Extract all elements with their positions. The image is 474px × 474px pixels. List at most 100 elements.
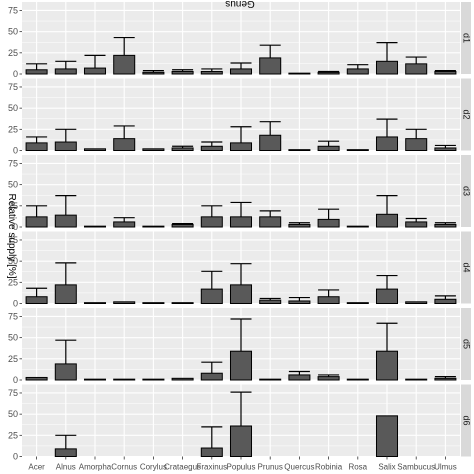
panel-d3: 0 25 50 75 d3 — [8, 155, 472, 232]
facet-strip — [461, 384, 471, 457]
x-tick-label: Ulmus — [434, 463, 457, 472]
bar-sambucus — [405, 63, 428, 75]
bar-acer — [25, 376, 48, 381]
bar-corylus — [142, 225, 165, 228]
bar-populus — [229, 68, 253, 75]
x-tick-label: Cornus — [111, 463, 137, 472]
bar-prunus — [259, 299, 282, 304]
chart-panels: 0 25 50 75 d1 0 25 50 75 d2 0 25 50 75 d3 0 25 50 75 d4 0 25 5… — [8, 2, 472, 462]
x-axis: Acer Alnus Amorpha Cornus CorylusCrataegusFr… — [28, 0, 456, 472]
bar-sambucus — [405, 221, 428, 228]
y-tick-label: 50 — [8, 103, 18, 113]
bar-salix — [375, 415, 399, 458]
bar-populus — [229, 350, 253, 381]
y-axis-title: Relative supply [%] — [6, 193, 17, 278]
x-tick-label: Amorpha — [79, 463, 112, 472]
x-tick-label: Prunus — [258, 463, 283, 472]
y-tick-label: 75 — [8, 82, 18, 92]
y-tick-label: 50 — [8, 256, 18, 266]
bar-sambucus — [405, 378, 428, 381]
bar-crataegus — [171, 377, 194, 381]
y-tick-label: 0 — [13, 452, 18, 462]
bar-robinia — [317, 71, 340, 75]
y-tick-label: 50 — [8, 333, 18, 343]
y-tick-label: 25 — [8, 124, 18, 134]
facet-strip-label: d4 — [462, 262, 472, 272]
bar-amorpha — [83, 148, 107, 151]
panel-d1: 0 25 50 75 d1 — [8, 2, 472, 79]
facet-strip — [461, 155, 471, 227]
y-tick-label: 75 — [8, 158, 18, 168]
bar-cornus — [113, 138, 136, 151]
x-tick-label: Quercus — [284, 463, 314, 472]
bar-fraxinus — [200, 372, 223, 381]
bar-populus — [229, 425, 253, 458]
bar-rosa — [346, 302, 369, 305]
bar-fraxinus — [200, 216, 223, 228]
y-tick-label: 75 — [8, 388, 18, 398]
panel-d4: 0 25 50 75 d4 — [8, 231, 472, 309]
bar-populus — [229, 284, 253, 305]
bar-prunus — [259, 57, 282, 75]
bar-alnus — [54, 68, 77, 75]
bar-amorpha — [83, 378, 107, 381]
y-tick-label: 25 — [8, 201, 18, 211]
x-tick-label: Sambucus — [397, 463, 435, 472]
x-tick-label: Salix — [378, 463, 395, 472]
y-tick-label: 50 — [8, 409, 18, 419]
bar-salix — [375, 60, 399, 75]
x-tick-label: Crataegus — [164, 463, 201, 472]
facet-strip-label: d1 — [462, 33, 472, 43]
bar-fraxinus — [200, 288, 223, 305]
facet-strip — [461, 78, 471, 151]
x-tick-label: Acer — [28, 463, 45, 472]
facet-strip — [461, 231, 471, 304]
bar-alnus — [54, 448, 77, 457]
bar-corylus — [142, 148, 165, 151]
bar-acer — [25, 69, 48, 75]
bar-salix — [375, 288, 399, 305]
y-tick-label: 0 — [13, 222, 18, 232]
facet-strip — [461, 2, 471, 74]
bar-crataegus — [171, 70, 194, 75]
bar-acer — [25, 142, 48, 151]
bar-prunus — [259, 216, 282, 228]
bar-robinia — [317, 218, 340, 228]
facet-strip — [461, 308, 471, 380]
bar-quercus — [288, 149, 311, 151]
x-tick-label: Rosa — [348, 463, 367, 472]
panel-d2: 0 25 50 75 d2 — [8, 78, 472, 156]
bar-quercus — [288, 223, 311, 228]
x-axis-title: Genus — [225, 0, 254, 9]
x-tick-label: Robinia — [315, 463, 343, 472]
bar-ulmus — [434, 298, 457, 305]
bar-robinia — [317, 296, 340, 305]
bar-rosa — [346, 149, 369, 151]
y-tick-label: 25 — [8, 48, 18, 58]
y-tick-label: 25 — [8, 277, 18, 287]
y-tick-label: 0 — [13, 375, 18, 385]
y-tick-label: 50 — [8, 180, 18, 190]
bar-quercus — [288, 72, 311, 75]
y-tick-label: 25 — [8, 430, 18, 440]
bar-corylus — [142, 71, 165, 75]
bar-ulmus — [434, 223, 457, 228]
bar-amorpha — [83, 302, 107, 305]
bar-fraxinus — [200, 447, 223, 458]
bar-alnus — [54, 363, 77, 381]
bar-alnus — [54, 284, 77, 305]
bar-corylus — [142, 302, 165, 305]
y-tick-label: 0 — [13, 299, 18, 309]
bar-salix — [375, 136, 399, 151]
bar-salix — [375, 350, 399, 381]
bar-fraxinus — [200, 70, 223, 75]
y-tick-label: 75 — [8, 235, 18, 245]
bar-rosa — [346, 68, 369, 75]
bar-fraxinus — [200, 145, 223, 152]
facet-strip-label: d5 — [462, 339, 472, 349]
y-tick-label: 75 — [8, 311, 18, 321]
bar-cornus — [113, 301, 136, 304]
bar-robinia — [317, 376, 340, 381]
bar-acer — [25, 296, 48, 305]
bar-populus — [229, 142, 253, 151]
